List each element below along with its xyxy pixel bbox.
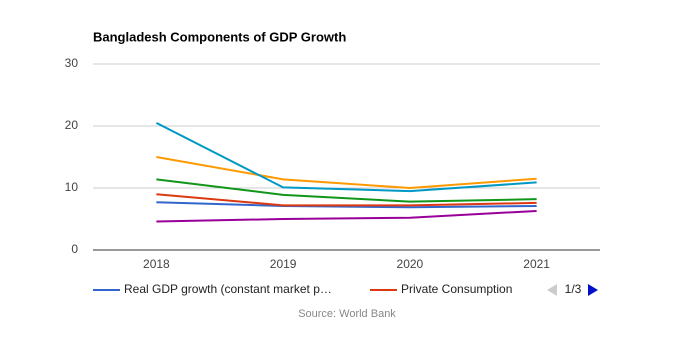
y-tick-label: 10 [65, 180, 79, 194]
y-tick-label: 30 [65, 56, 79, 70]
legend-prev[interactable] [547, 284, 557, 296]
x-tick-label: 2020 [397, 257, 424, 271]
legend-label[interactable]: Real GDP growth (constant market p… [124, 282, 332, 296]
x-tick-label: 2019 [270, 257, 297, 271]
legend-label[interactable]: Private Consumption [401, 282, 512, 296]
chart-title: Bangladesh Components of GDP Growth [93, 29, 346, 44]
y-tick-label: 0 [71, 242, 78, 256]
data-line [156, 156, 537, 190]
x-tick-label: 2018 [143, 257, 170, 271]
source: Source: World Bank [298, 308, 396, 320]
legend-page: 1/3 [565, 282, 582, 296]
data-line [156, 178, 537, 203]
y-tick-label: 20 [65, 118, 79, 132]
x-tick-label: 2021 [523, 257, 550, 271]
data-line [156, 193, 537, 207]
data-line [156, 209, 537, 223]
data-line [155, 122, 537, 193]
legend-next[interactable] [588, 284, 598, 296]
data-line [156, 201, 537, 209]
